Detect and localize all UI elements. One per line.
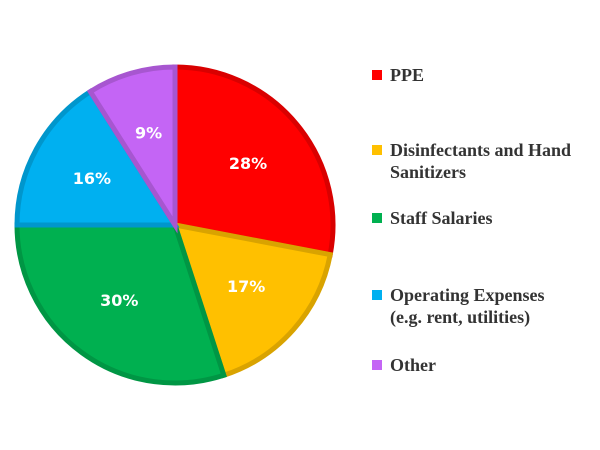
pie-slice: [172, 64, 336, 258]
legend-swatch: [372, 213, 382, 223]
legend-swatch: [372, 290, 382, 300]
pie-slice: [86, 64, 178, 234]
slice-label: 9%: [135, 123, 162, 142]
legend-label: Operating Expenses (e.g. rent, utilities…: [390, 285, 545, 327]
slice-label: 16%: [73, 169, 111, 188]
legend-label: Other: [390, 355, 436, 375]
slice-label: 28%: [229, 154, 267, 173]
legend-swatch: [372, 145, 382, 155]
legend-item: PPE: [372, 64, 580, 86]
legend-label: Disinfectants and Hand Sanitizers: [390, 140, 572, 182]
legend-swatch: [372, 360, 382, 370]
legend-label: PPE: [390, 65, 424, 85]
slice-label: 30%: [100, 291, 138, 310]
legend-item: Staff Salaries: [372, 207, 580, 229]
legend-swatch: [372, 70, 382, 80]
pie-slice: [14, 222, 227, 386]
legend-item: Other: [372, 354, 580, 376]
pie-slice: [14, 88, 180, 228]
legend-label: Staff Salaries: [390, 208, 493, 228]
legend-item: Disinfectants and Hand Sanitizers: [372, 139, 580, 183]
slice-label: 17%: [227, 277, 265, 296]
legend-item: Operating Expenses (e.g. rent, utilities…: [372, 284, 580, 328]
